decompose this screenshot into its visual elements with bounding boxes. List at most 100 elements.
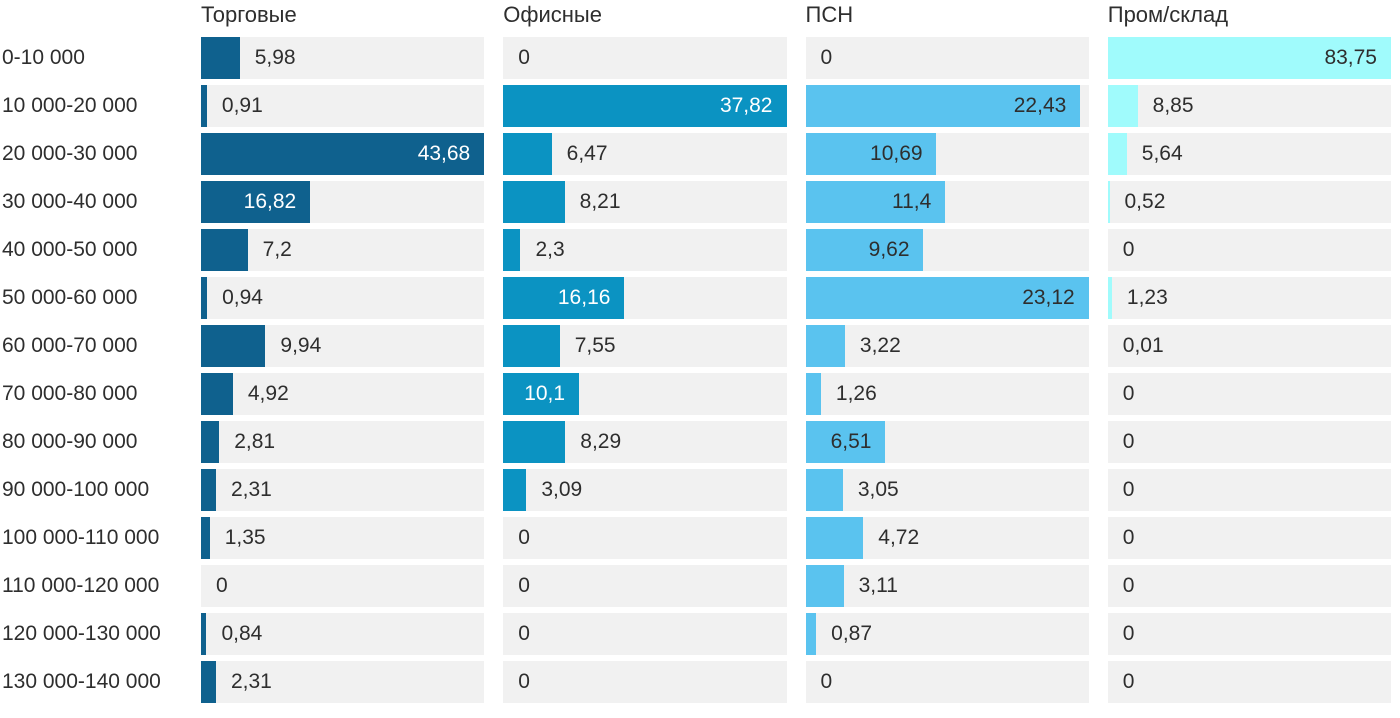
bar-track: 11,4 [805,181,1089,223]
bar-track: 9,94 [201,325,485,367]
bar-segment [805,229,924,271]
value-label: 2,31 [230,670,272,693]
row-label: 20 000-30 000 [2,142,138,165]
bar-track: 23,12 [805,277,1089,319]
row-label: 120 000-130 000 [2,622,161,645]
bar-segment [201,517,210,559]
bar-track: 8,21 [503,181,787,223]
bar-track: 1,35 [201,517,485,559]
value-label: 8,29 [580,430,622,453]
value-label: 8,85 [1152,94,1194,117]
bar-segment [201,229,248,271]
row-label: 110 000-120 000 [2,574,160,597]
bar-segment [201,469,216,511]
value-label: 0 [518,574,530,597]
bar-segment [805,469,843,511]
bar-track: 6,47 [503,133,787,175]
bar-track: 2,31 [201,661,485,703]
bar-segment [1107,37,1391,79]
bar-track: 0 [1107,469,1391,511]
value-label: 0 [1122,382,1135,405]
bar-segment [201,421,220,463]
value-label: 0 [820,670,833,693]
histogram-small-multiples: Торговые Офисные ПСН Пром/склад 0-10 000… [2,2,1391,703]
value-label: 16,16 [557,286,611,309]
bar-track: 0,87 [805,613,1089,655]
bar-track: 0 [1107,565,1391,607]
bar-segment [1107,181,1110,223]
row-label: 40 000-50 000 [2,238,138,261]
bar-track: 0 [1107,661,1391,703]
bar-track: 5,64 [1107,133,1391,175]
value-label: 0,87 [831,622,873,645]
bar-segment [201,277,208,319]
value-label: 8,21 [579,190,621,213]
bar-segment [201,133,485,175]
bar-segment [201,325,266,367]
value-label: 0 [1122,670,1135,693]
value-label: 1,35 [224,526,266,549]
header-spacer [2,2,182,31]
value-label: 6,47 [566,142,608,165]
bar-track: 0,52 [1107,181,1391,223]
bar-track: 43,68 [201,133,485,175]
value-label: 16,82 [243,190,297,213]
bar-track: 3,22 [805,325,1089,367]
bar-segment [503,229,521,271]
bar-track: 0 [503,613,787,655]
bar-segment [1107,133,1127,175]
value-label: 0 [518,46,530,69]
bar-track: 2,3 [503,229,787,271]
bar-track: 0 [1107,517,1391,559]
value-label: 2,31 [230,478,272,501]
bar-segment [503,421,566,463]
bar-segment [201,37,240,79]
bar-track: 16,82 [201,181,485,223]
bar-track: 3,09 [503,469,787,511]
row-label: 80 000-90 000 [2,430,138,453]
value-label: 0,01 [1122,334,1164,357]
value-label: 9,94 [280,334,322,357]
value-label: 0,84 [221,622,263,645]
value-label: 2,81 [234,430,276,453]
row-label: 70 000-80 000 [2,382,138,405]
value-label: 5,64 [1141,142,1183,165]
bar-track: 0 [503,517,787,559]
bar-track: 0 [1107,373,1391,415]
value-label: 3,09 [541,478,583,501]
bar-track: 10,1 [503,373,787,415]
bar-track: 9,62 [805,229,1089,271]
column-header-prom-sklad: Пром/склад [1107,2,1229,27]
row-label: 100 000-110 000 [2,526,160,549]
row-label: 60 000-70 000 [2,334,138,357]
value-label: 9,62 [868,238,910,261]
bar-track: 37,82 [503,85,787,127]
bar-track: 7,55 [503,325,787,367]
bar-segment [805,325,845,367]
value-label: 0,91 [221,94,263,117]
bar-segment [805,373,821,415]
bar-segment [1107,85,1138,127]
bar-track: 1,26 [805,373,1089,415]
bar-segment [805,85,1081,127]
bar-segment [805,277,1089,319]
row-label: 50 000-60 000 [2,286,138,309]
bar-track: 0 [1107,613,1391,655]
bar-segment [201,181,311,223]
bar-track: 6,51 [805,421,1089,463]
value-label: 3,05 [857,478,899,501]
bar-segment [201,661,216,703]
bar-segment [805,133,937,175]
bar-segment [805,613,817,655]
column-header-ofisnye: Офисные [503,2,602,27]
bar-track: 0,94 [201,277,485,319]
value-label: 37,82 [719,94,773,117]
bar-track: 0 [503,565,787,607]
value-label: 22,43 [1013,94,1067,117]
bar-segment [503,277,625,319]
bar-segment [1107,277,1112,319]
bar-segment [201,613,207,655]
bar-track: 3,11 [805,565,1089,607]
bar-track: 0,01 [1107,325,1391,367]
bar-track: 0 [1107,421,1391,463]
